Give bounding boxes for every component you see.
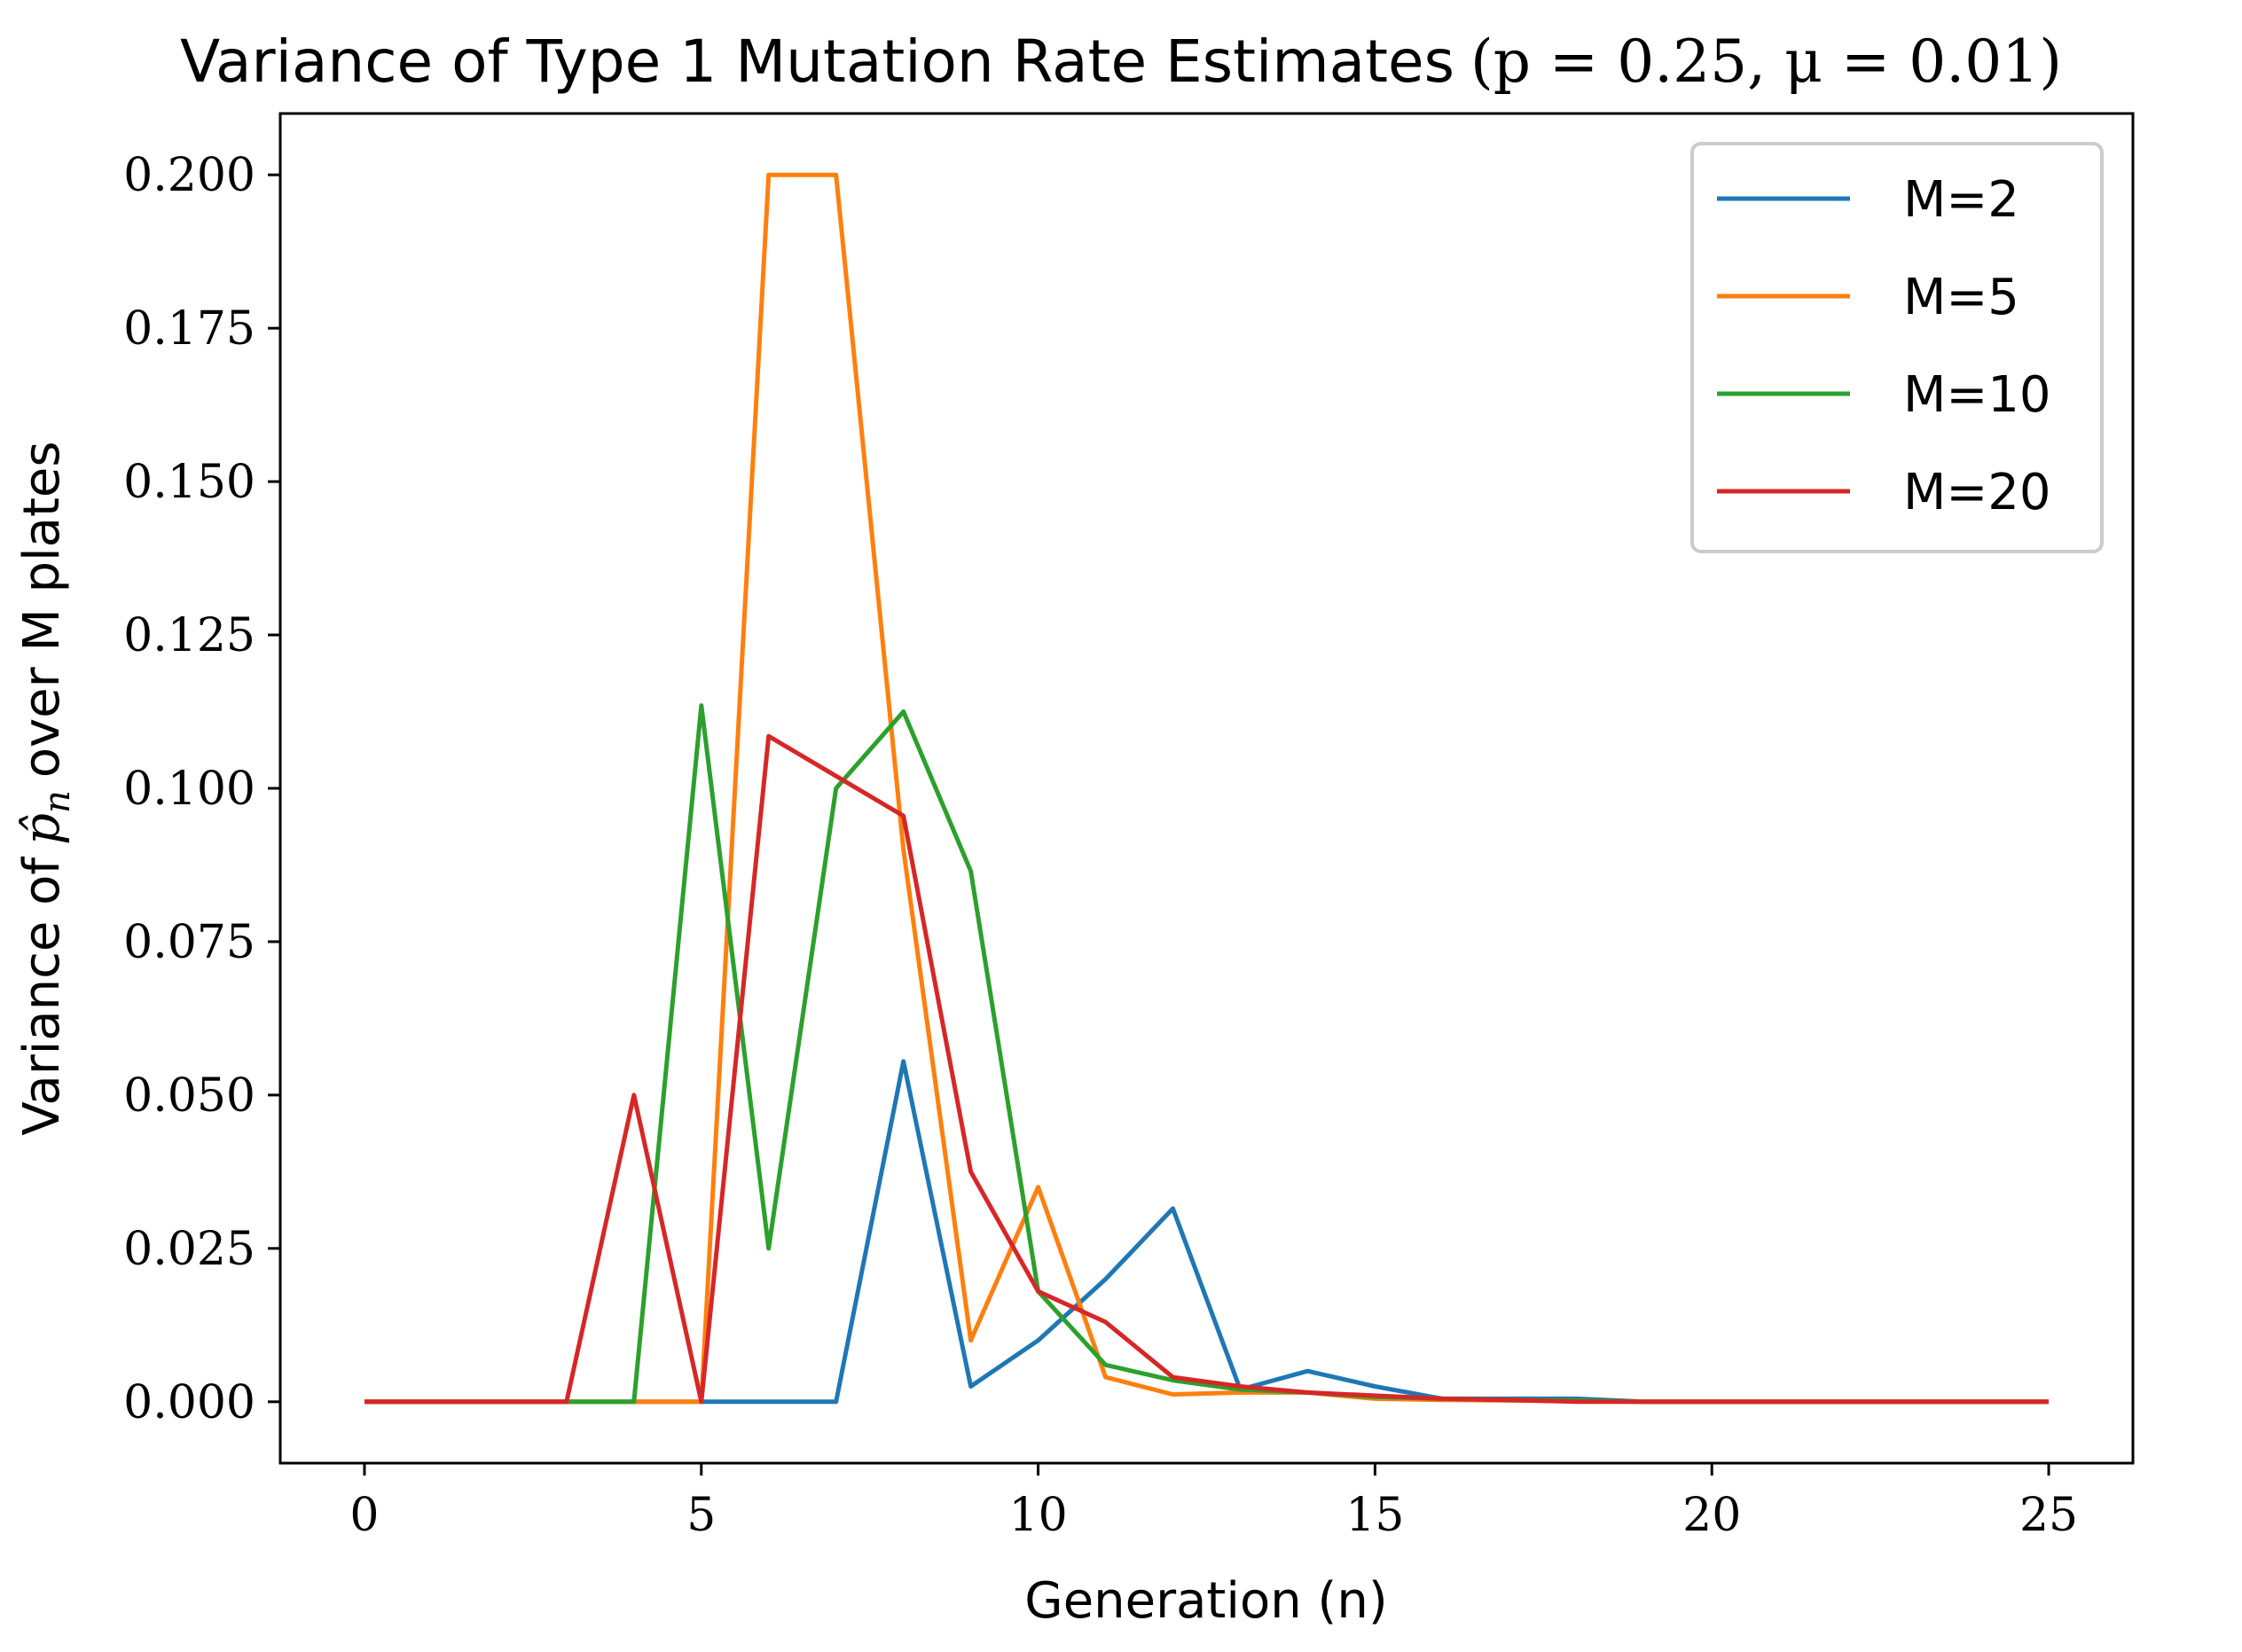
y-axis: 0.000 0.025 0.050 0.075 0.100 0.125 0.150 0.175… [123,149,280,1429]
legend-items: M=2 M=5 M=10 M=20 [1717,171,2051,521]
x-tick-label: 5 [686,1489,716,1542]
y-tick-label: 0.000 [123,1376,255,1429]
y-label-suffix: over M plates [13,441,71,778]
y-tick-label: 0.175 [123,302,255,356]
legend-label: M=5 [1903,269,2019,326]
x-axis: 0 5 10 15 20 25 [349,1463,2078,1542]
y-label-subscript: n [37,790,78,813]
x-tick-label: 10 [1009,1489,1068,1542]
y-tick-label: 0.050 [123,1069,255,1123]
x-tick-label: 25 [2019,1489,2078,1542]
x-tick-label: 20 [1682,1489,1741,1542]
y-tick-label: 0.125 [123,609,255,662]
y-tick-label: 0.200 [123,149,255,202]
y-label-prefix: Variance of [13,857,71,1136]
y-tick-label: 0.100 [123,763,255,816]
legend-label: M=10 [1903,366,2051,424]
chart-title: Variance of Type 1 Mutation Rate Estimat… [180,27,2062,96]
y-axis-label: Variance of p̂n over M plates [13,441,78,1135]
series-line-m-20 [365,733,2049,1405]
x-axis-label: Generation (n) [1024,1572,1387,1630]
y-label-symbol: p̂ [13,813,71,845]
legend-label: M=20 [1903,464,2051,521]
legend-label: M=2 [1903,171,2019,229]
y-tick-label: 0.025 [123,1223,255,1276]
legend-box [1690,142,2104,553]
legend: M=2 M=5 M=10 M=20 [1690,142,2104,553]
y-tick-label: 0.150 [123,456,255,509]
x-tick-label: 0 [349,1489,379,1542]
series-layer [365,172,2049,1405]
title-math: (p = 0.25, μ = 0.01) [1470,27,2062,96]
series-line-m-2 [365,1059,2049,1405]
y-tick-label: 0.075 [123,916,255,969]
x-tick-label: 15 [1345,1489,1404,1542]
title-text: Variance of Type 1 Mutation Rate Estimat… [180,27,1454,96]
